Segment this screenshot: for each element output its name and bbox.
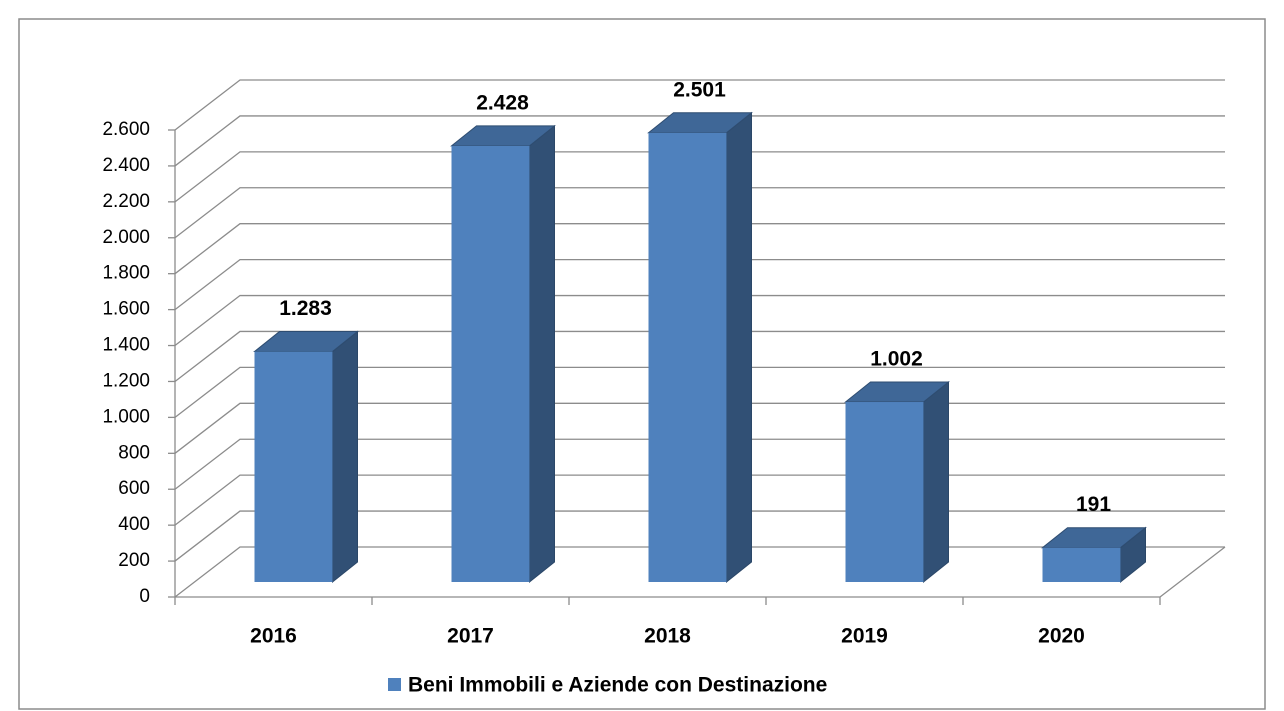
bar [254,351,333,582]
y-tick-label: 800 [118,442,150,463]
grid-line [174,294,1225,347]
chart-border [18,18,1266,710]
bar [1042,547,1121,582]
grid-line [174,115,1225,167]
grid-line [174,151,1225,203]
x-tick-label: 2020 [1038,625,1085,648]
bar-side [923,380,949,584]
y-tick-label: 2.000 [102,227,150,248]
y-tick-label: 1.200 [102,370,150,391]
x-tick-label: 2017 [447,625,494,648]
bar-side [726,111,752,584]
y-tick-label: 400 [118,514,150,535]
x-tick-label: 2016 [250,625,297,648]
y-tick-label: 0 [139,586,150,607]
bar [648,132,727,582]
y-tick-label: 2.400 [102,155,150,176]
bar [845,402,924,582]
x-tick-label: 2018 [644,625,691,648]
grid-line [174,187,1225,239]
data-label: 1.283 [279,297,332,320]
data-label: 1.002 [870,348,923,371]
legend-swatch [388,678,401,691]
grid-line [174,258,1225,311]
data-label: 2.428 [476,91,529,114]
y-tick-label: 1.800 [102,263,150,284]
data-label: 2.501 [673,78,726,101]
y-tick-label: 1.000 [102,406,150,427]
x-tick-label: 2019 [841,625,888,648]
grid-line [174,79,1225,131]
bar [451,145,530,582]
grid-line [174,366,1225,418]
data-label: 191 [1076,493,1111,516]
y-tick-label: 200 [118,550,150,571]
grid-line [174,330,1225,382]
bar-side [332,330,358,584]
y-tick-label: 2.200 [102,191,150,212]
grid-line [174,223,1225,275]
legend-label: Beni Immobili e Aziende con Destinazione [408,674,827,697]
y-tick-label: 2.600 [102,119,150,140]
y-tick-label: 1.600 [102,299,150,320]
y-tick-label: 600 [118,478,150,499]
bar-side [529,124,555,584]
y-tick-label: 1.400 [102,335,150,356]
